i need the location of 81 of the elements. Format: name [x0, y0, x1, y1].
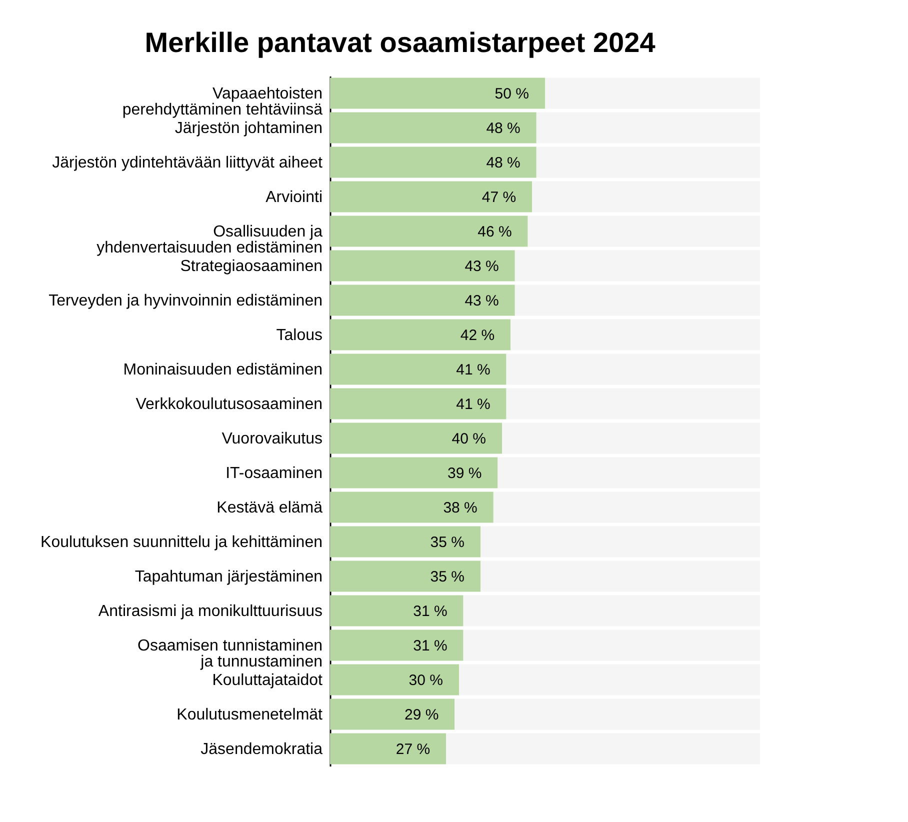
data-label: 41 %	[456, 361, 490, 378]
y-tick-label: IT-osaaminen	[226, 464, 322, 482]
bar	[330, 284, 515, 316]
bar	[463, 595, 760, 626]
bar	[330, 250, 515, 282]
bar	[330, 457, 498, 488]
data-label: 29 %	[404, 706, 439, 724]
y-tick-label: Järjestön johtaminen	[174, 120, 322, 137]
data-label: 38 %	[443, 499, 478, 516]
bar	[514, 250, 760, 282]
bar	[330, 146, 536, 178]
bar	[330, 354, 506, 385]
bar	[330, 664, 459, 696]
bar	[536, 112, 760, 144]
bar	[545, 78, 760, 109]
y-tick-label: Strategiaosaaminen	[180, 258, 322, 275]
y-tick-label: Järjestön ydintehtävään liittyvät aiheet	[52, 154, 324, 172]
y-tick-label: Vuorovaikutus	[222, 430, 322, 448]
bar	[330, 319, 511, 350]
data-label: 30 %	[408, 672, 443, 689]
bar	[330, 422, 502, 454]
bar	[506, 354, 760, 385]
data-label: 50 %	[494, 85, 529, 102]
data-label: 41 %	[456, 396, 490, 413]
chart-title: Merkille pantavat osaamistarpeet 2024	[144, 27, 656, 58]
data-label: 46 %	[478, 223, 512, 240]
y-tick-label: Talous	[276, 326, 322, 344]
y-tick-label: Tapahtuman järjestäminen	[134, 568, 322, 586]
y-tick-label: Moninaisuuden edistäminen	[123, 361, 322, 378]
bar	[502, 422, 760, 454]
data-label: 27 %	[396, 740, 430, 758]
bar	[330, 181, 532, 212]
y-tick-label: Kouluttajataidot	[212, 672, 324, 689]
bar	[480, 560, 760, 592]
bar	[454, 698, 760, 730]
bar	[330, 216, 528, 247]
data-label: 35 %	[430, 534, 464, 551]
data-label: 40 %	[452, 430, 486, 448]
bar	[330, 388, 506, 420]
bar	[330, 733, 446, 764]
bar	[330, 595, 464, 626]
bar	[510, 319, 760, 350]
y-tick-label: Koulutuksen suunnittelu ja kehittäminen	[40, 534, 322, 551]
bar	[536, 146, 760, 178]
bar	[330, 492, 494, 523]
y-tick-label: Osaamisen tunnistaminen ja tunnustaminen	[138, 637, 322, 670]
data-label: 48 %	[486, 120, 520, 137]
bar	[498, 457, 760, 488]
bar	[528, 216, 760, 247]
data-label: 43 %	[464, 258, 499, 275]
bar	[459, 664, 760, 696]
y-tick-label: Koulutusmenetelmät	[176, 706, 324, 724]
y-tick-label: Jäsendemokratia	[200, 740, 323, 758]
bar	[330, 526, 480, 558]
y-tick-label: Verkkokoulutusosaaminen	[136, 396, 322, 413]
data-label: 48 %	[486, 154, 520, 172]
y-tick-label: Vapaaehtoisten perehdyttäminen tehtäviinsä	[122, 85, 323, 118]
data-label: 31 %	[413, 602, 448, 620]
data-label: 47 %	[482, 188, 516, 206]
bar	[330, 112, 536, 144]
bar	[493, 492, 760, 523]
data-label: 43 %	[464, 292, 499, 310]
data-label: 31 %	[413, 637, 448, 654]
bar	[506, 388, 760, 420]
y-tick-label: Osallisuuden ja yhdenvertaisuuden edistäminen	[96, 223, 323, 256]
bar	[532, 181, 760, 212]
data-label: 42 %	[460, 326, 495, 344]
bar	[514, 284, 760, 316]
bar	[330, 698, 455, 730]
data-label: 39 %	[447, 464, 482, 482]
data-label: 35 %	[430, 568, 464, 586]
bar	[330, 560, 480, 592]
bar	[330, 630, 464, 661]
bar	[446, 733, 760, 764]
y-tick-label: Terveyden ja hyvinvoinnin edistäminen	[48, 292, 322, 310]
bar	[480, 526, 760, 558]
y-tick-label: Antirasismi ja monikulttuurisuus	[98, 602, 322, 620]
bar	[330, 78, 545, 109]
y-tick-label: Kestävä elämä	[216, 499, 323, 516]
y-tick-label: Arviointi	[266, 188, 322, 206]
bar	[463, 630, 760, 661]
